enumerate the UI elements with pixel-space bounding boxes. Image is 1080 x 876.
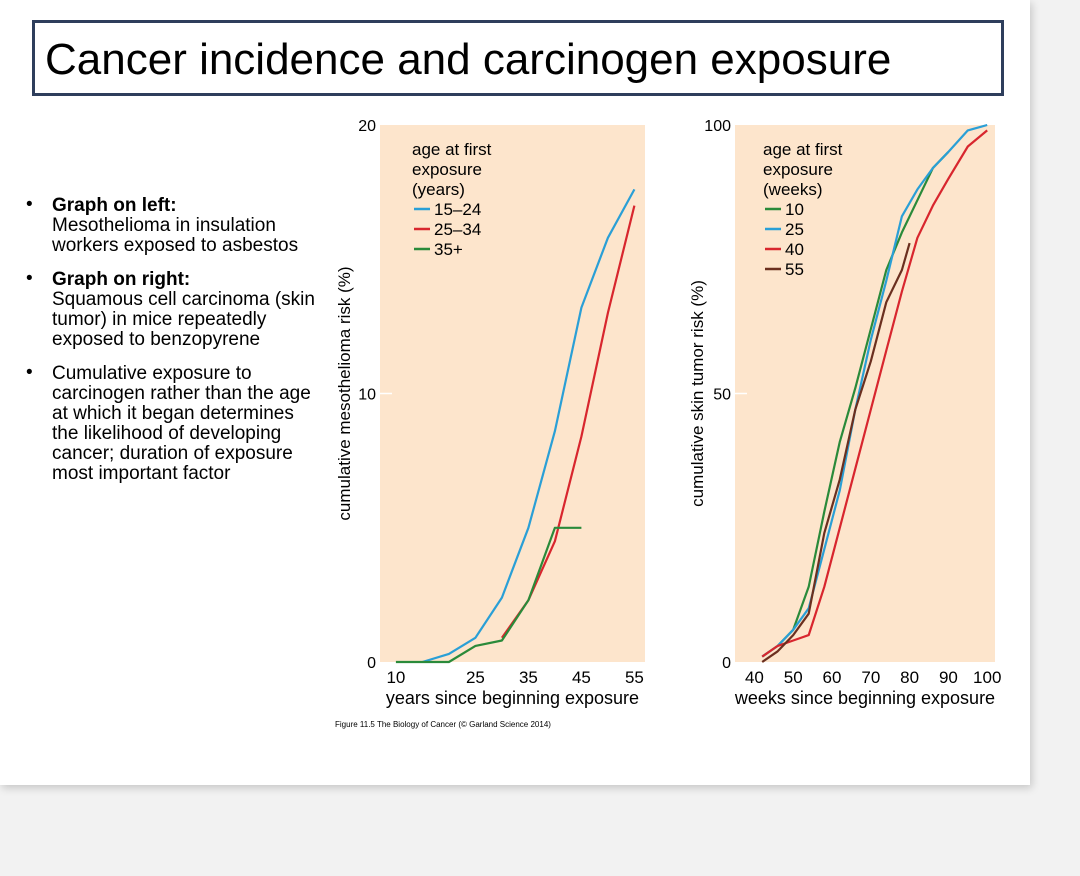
x-axis-label: weeks since beginning exposure (734, 688, 995, 708)
legend-entry: 35+ (434, 240, 463, 259)
series-line (422, 188, 636, 664)
bullet-item: • Cumulative exposure to carcinogen rath… (22, 362, 322, 484)
series-line (761, 242, 911, 663)
bullet-dot-icon: • (26, 362, 33, 383)
y-tick-label: 100 (704, 118, 731, 135)
x-tick-label: 25 (466, 668, 485, 687)
slide-title: Cancer incidence and carcinogen exposure (45, 35, 892, 84)
legend-title: exposure (412, 160, 482, 179)
bullet-dot-icon: • (26, 268, 33, 289)
x-tick-label: 40 (745, 668, 764, 687)
legend-title: (years) (412, 180, 465, 199)
legend-entry: 25–34 (434, 220, 481, 239)
legend-title: (weeks) (763, 180, 823, 199)
series-line (395, 526, 582, 664)
bullet-bold: Graph on left: (52, 195, 177, 216)
slide: Cancer incidence and carcinogen exposure… (0, 0, 1030, 785)
x-tick-label: 60 (823, 668, 842, 687)
x-tick-label: 100 (973, 668, 1001, 687)
legend-entry: 40 (785, 240, 804, 259)
bullet-item: • Graph on right: Squamous cell carcinom… (22, 268, 322, 350)
y-axis-label: cumulative mesothelioma risk (%) (335, 266, 354, 520)
series-line (761, 129, 988, 658)
x-tick-label: 45 (572, 668, 591, 687)
y-tick-label: 50 (713, 387, 731, 404)
bullet-bold: Graph on right: (52, 269, 191, 290)
legend-title: exposure (763, 160, 833, 179)
bullet-text: Mesothelioma in insulation workers expos… (52, 215, 299, 256)
x-tick-label: 70 (861, 668, 880, 687)
legend-title: age at first (412, 140, 492, 159)
x-tick-label: 90 (939, 668, 958, 687)
y-tick-label: 20 (358, 118, 376, 135)
x-tick-label: 35 (519, 668, 538, 687)
legend-entry: 55 (785, 260, 804, 279)
x-tick-label: 50 (784, 668, 803, 687)
x-axis-label: years since beginning exposure (386, 688, 639, 708)
bullet-text: Squamous cell carcinoma (skin tumor) in … (52, 289, 315, 350)
x-tick-label: 80 (900, 668, 919, 687)
legend-entry: 15–24 (434, 200, 481, 219)
y-tick-label: 0 (722, 655, 731, 672)
legend-title: age at first (763, 140, 843, 159)
bullet-list: • Graph on left: Mesothelioma in insulat… (22, 194, 322, 498)
plot-area (735, 125, 995, 662)
x-tick-label: 55 (625, 668, 644, 687)
bullet-dot-icon: • (26, 194, 33, 215)
legend-entry: 25 (785, 220, 804, 239)
title-box: Cancer incidence and carcinogen exposure (32, 20, 1004, 96)
series-line (761, 123, 988, 658)
y-tick-label: 10 (358, 387, 376, 404)
figure-caption: Figure 11.5 The Biology of Cancer (© Gar… (335, 720, 551, 729)
plot-area (380, 125, 645, 662)
x-tick-label: 10 (386, 668, 405, 687)
bullet-text: Cumulative exposure to carcinogen rather… (52, 363, 311, 484)
y-tick-label: 0 (367, 655, 376, 672)
legend-entry: 10 (785, 200, 804, 219)
y-axis-label: cumulative skin tumor risk (%) (688, 280, 707, 507)
bullet-item: • Graph on left: Mesothelioma in insulat… (22, 194, 322, 256)
